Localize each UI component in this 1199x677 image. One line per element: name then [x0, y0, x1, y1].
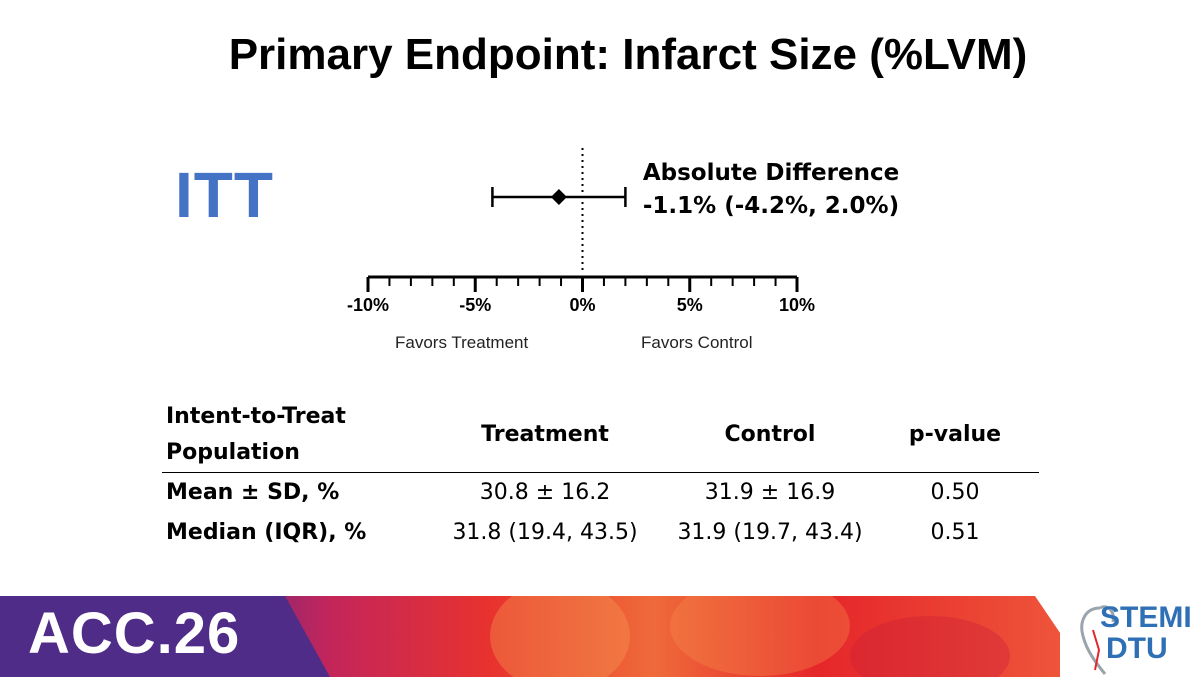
slide-title: Primary Endpoint: Infarct Size (%LVM)	[228, 30, 1028, 79]
cell-median-control: 31.9 (19.7, 43.4)	[677, 520, 863, 545]
banner-swirl-1	[490, 596, 630, 677]
event-logo-acc: ACC.26	[28, 601, 241, 666]
tick-label: -5%	[459, 295, 491, 315]
footer-banner	[0, 596, 1090, 677]
cell-median-treatment: 31.8 (19.4, 43.5)	[452, 520, 638, 545]
favors-control-label: Favors Control	[641, 333, 753, 352]
banner-purple-block	[0, 596, 330, 677]
cell-median-p: 0.51	[930, 520, 980, 545]
tick-label: -10%	[347, 295, 389, 315]
annotation-value: -1.1% (-4.2%, 2.0%)	[642, 193, 900, 219]
logo-dtu-text: DTU	[1106, 632, 1168, 665]
table-header-treatment: Treatment	[481, 422, 609, 447]
row-label-mean: Mean ± SD, %	[166, 480, 340, 505]
cell-mean-control: 31.9 ± 16.9	[704, 480, 836, 505]
point-estimate-marker	[550, 189, 567, 205]
favors-treatment-label: Favors Treatment	[395, 333, 529, 352]
cell-mean-treatment: 30.8 ± 16.2	[479, 480, 611, 505]
itt-label: ITT	[175, 159, 274, 231]
absolute-difference-annotation: Absolute Difference -1.1% (-4.2%, 2.0%)	[640, 157, 902, 223]
table-header-p-value: p-value	[908, 422, 1002, 447]
tick-label: 10%	[779, 295, 815, 315]
banner-swirl-2	[670, 596, 850, 676]
tick-label: 0%	[569, 295, 595, 315]
table-header-control: Control	[724, 422, 816, 447]
row-label-median: Median (IQR), %	[166, 520, 367, 545]
tick-label: 5%	[677, 295, 703, 315]
annotation-title: Absolute Difference	[642, 160, 900, 186]
table-header-rule	[162, 472, 1039, 473]
table-header-population-line2: Population	[166, 440, 300, 465]
table-header-population-line1: Intent-to-Treat	[166, 404, 346, 429]
cell-mean-p: 0.50	[930, 480, 980, 505]
logo-stemi-text: STEMI	[1100, 601, 1192, 634]
heart-outline-icon	[1080, 605, 1115, 675]
banner-swirl-3	[850, 616, 1010, 677]
